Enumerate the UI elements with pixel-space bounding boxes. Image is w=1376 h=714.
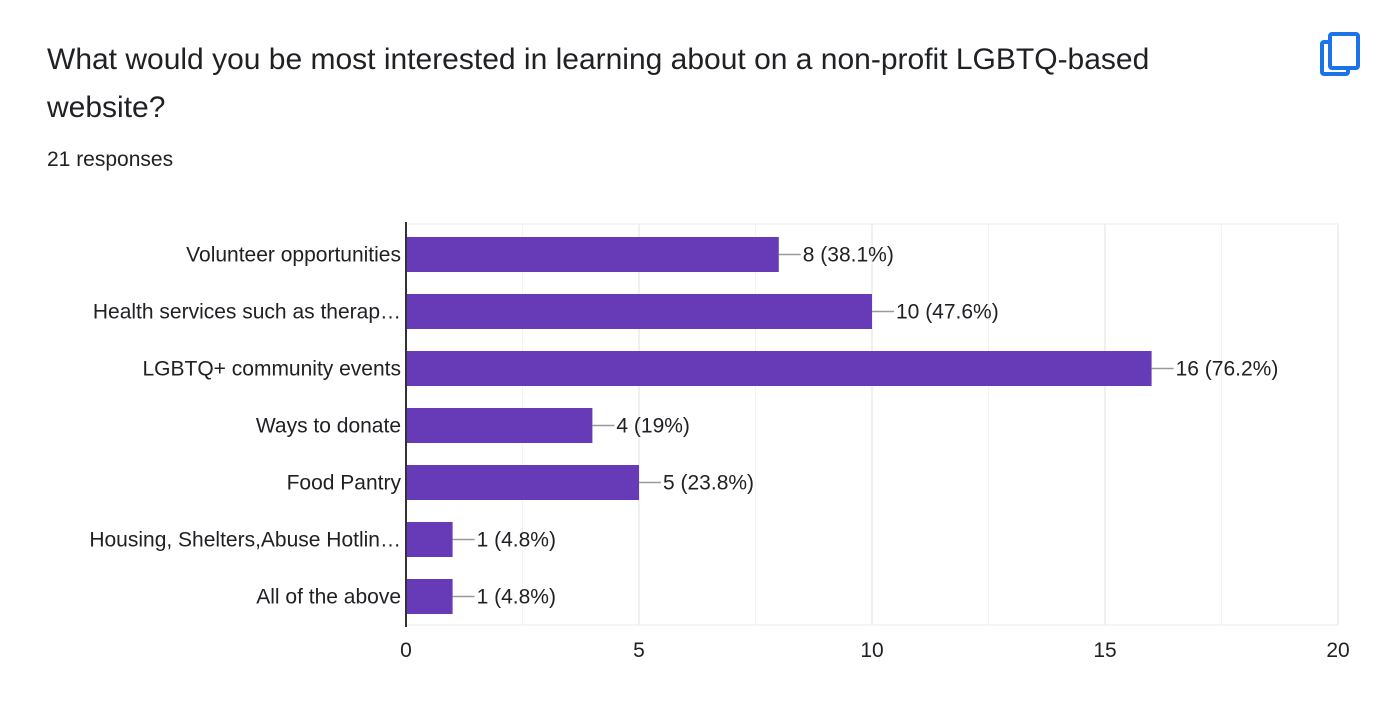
data-label: 1 (4.8%) [477,529,556,552]
question-title: What would you be most interested in lea… [47,43,1150,124]
category-label: Housing, Shelters,Abuse Hotlin… [89,529,401,552]
category-label: Volunteer opportunities [186,244,401,267]
bar [406,465,639,500]
data-label: 8 (38.1%) [803,244,894,267]
chart-canvas: Volunteer opportunities 8 (38.1%) Health s… [89,222,1350,662]
data-label: 16 (76.2%) [1176,358,1279,381]
bar [406,522,453,557]
bar [406,579,453,614]
category-label: Ways to donate [256,415,401,438]
bar-chart: Volunteer opportunities 8 (38.1%) Health s… [0,200,1376,680]
data-label: 4 (19%) [616,415,690,438]
x-tick-label: 10 [860,639,883,662]
x-tick-label: 20 [1326,639,1349,662]
category-label: Health services such as therap… [93,301,401,324]
category-label: LGBTQ+ community events [142,358,401,381]
category-label: Food Pantry [287,472,402,495]
response-count: 21 responses [47,148,174,171]
bar [406,408,593,443]
x-tick-label: 15 [1093,639,1116,662]
data-label: 1 (4.8%) [477,586,556,609]
bar [406,294,872,329]
x-tick-label: 0 [400,639,412,662]
data-label: 5 (23.8%) [663,472,754,495]
category-label: All of the above [256,586,401,609]
data-label: 10 (47.6%) [896,301,999,324]
copy-chart-button[interactable] [1316,32,1364,80]
copy-icon [1320,32,1360,76]
x-tick-label: 5 [633,639,645,662]
bar [406,237,779,272]
bar [406,351,1152,386]
